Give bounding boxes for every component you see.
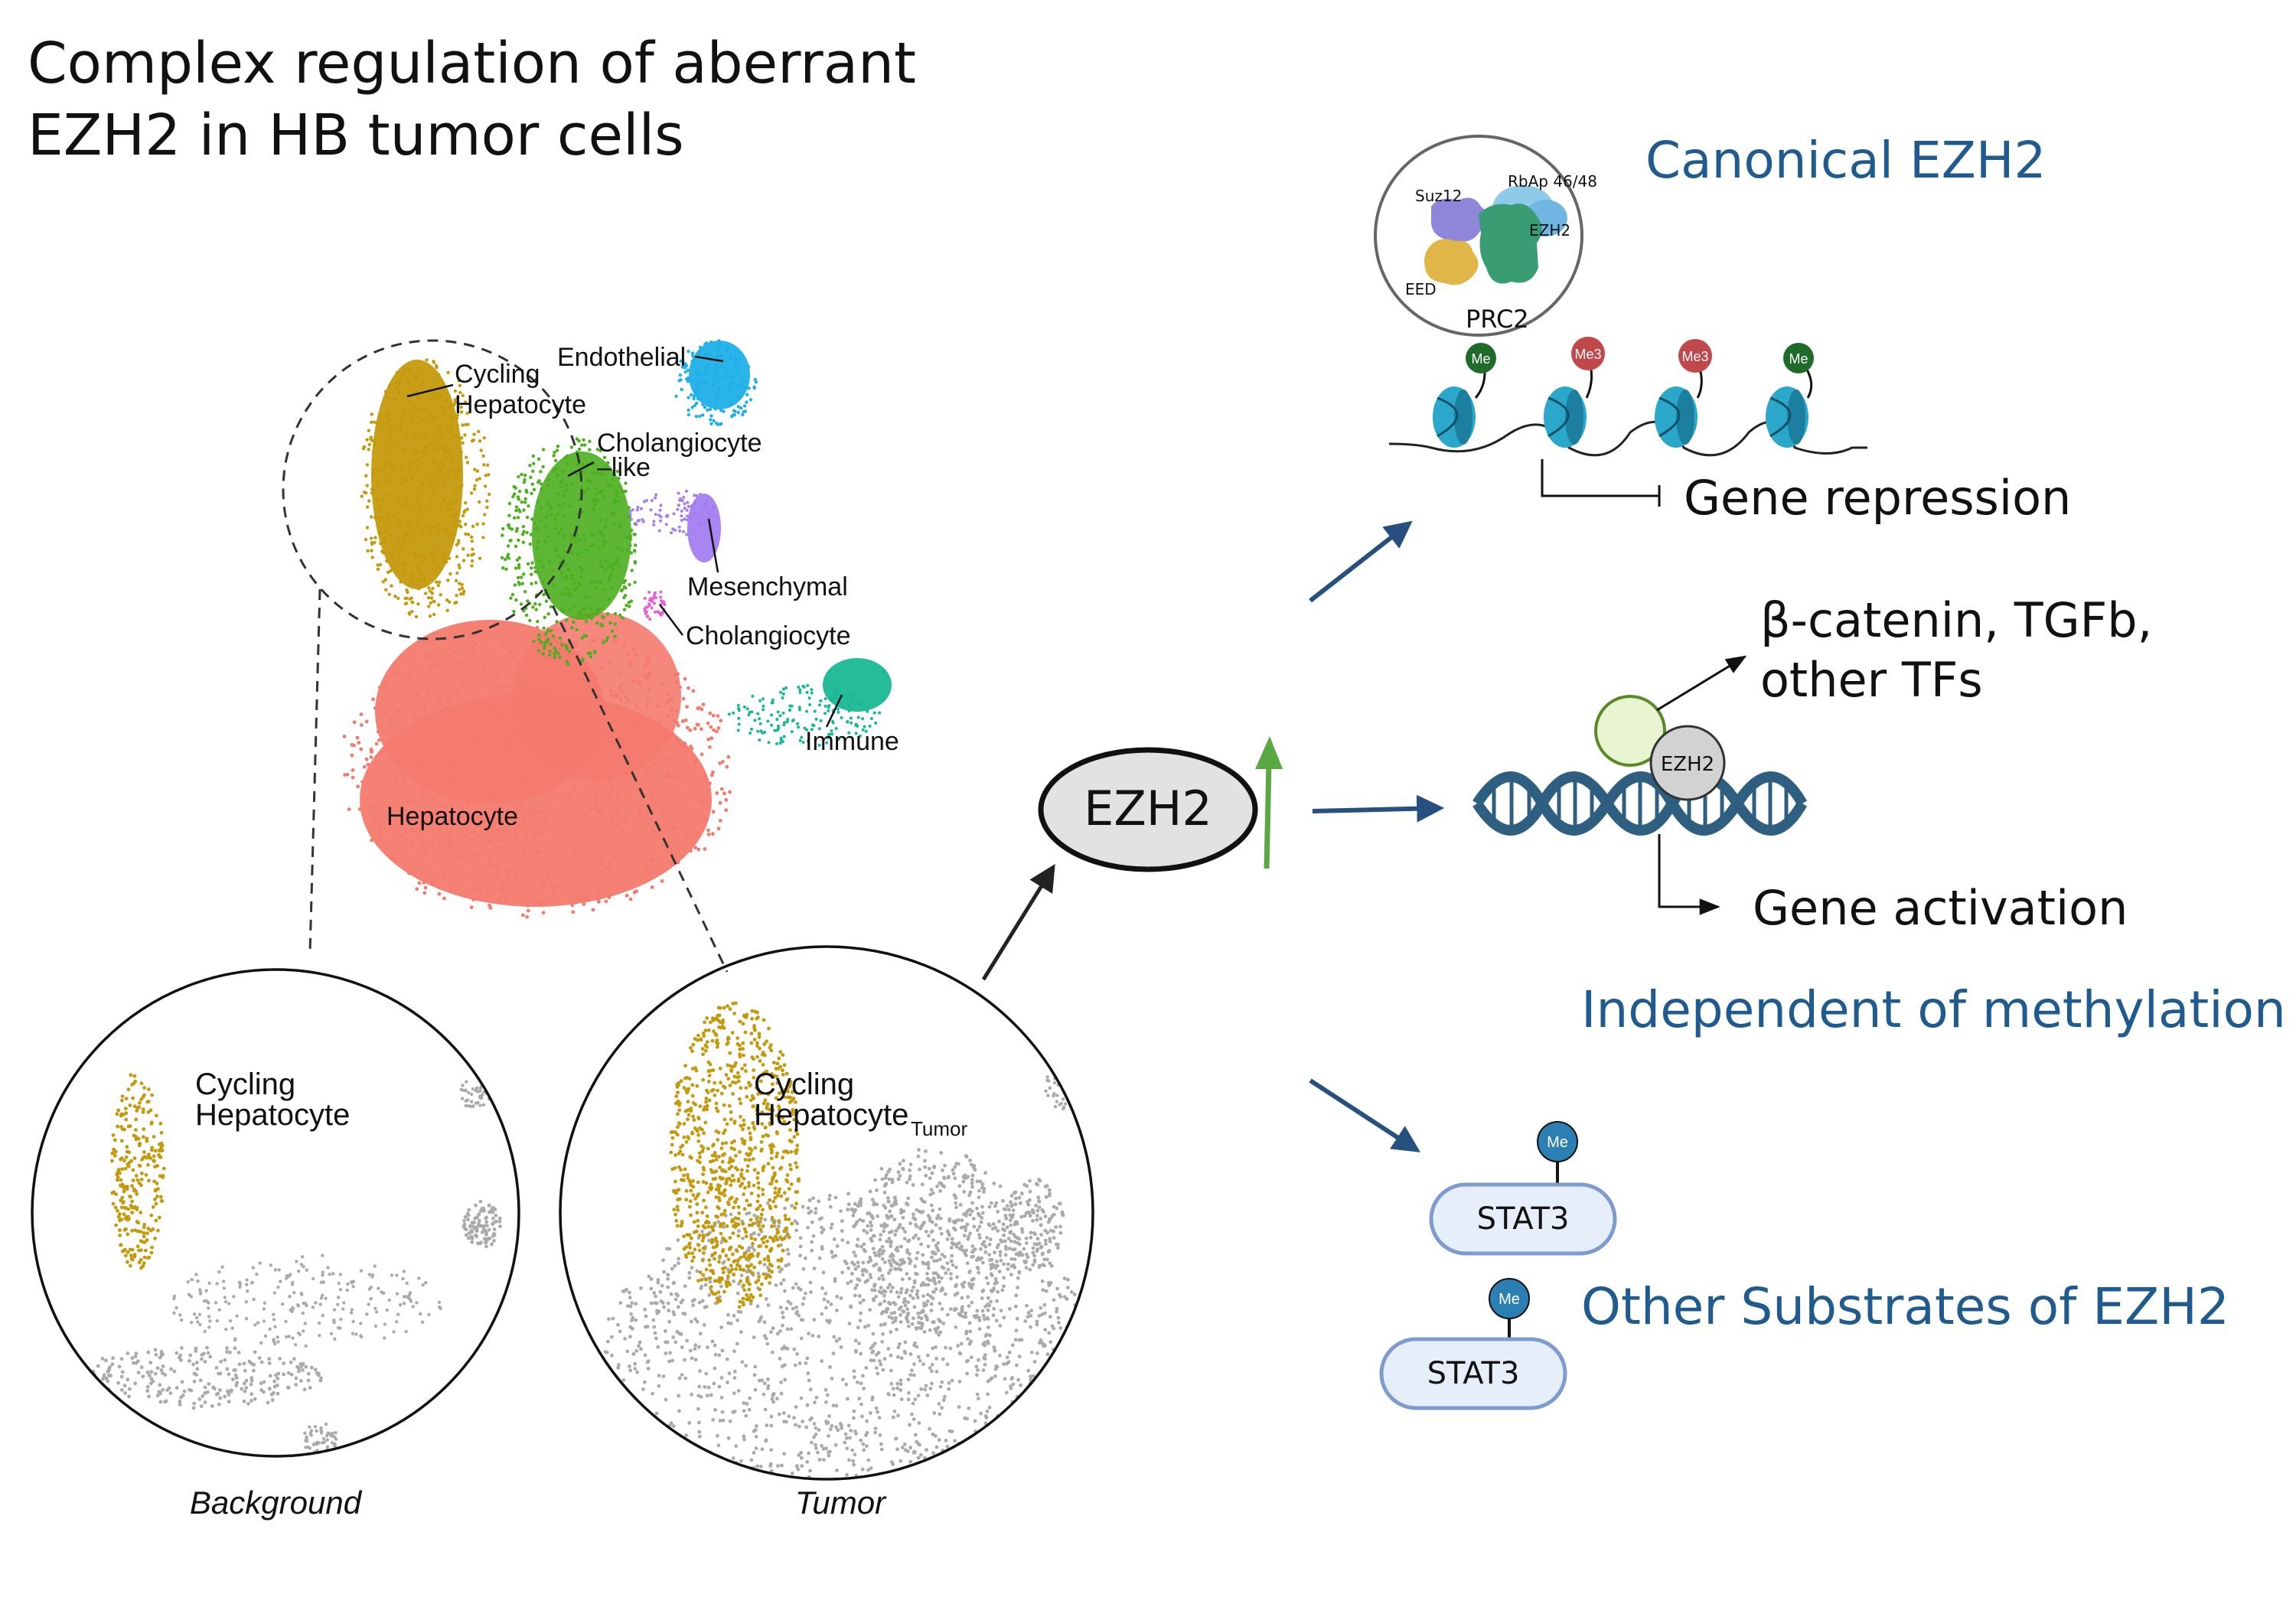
background-caption: Background [190, 1485, 363, 1521]
stat3-label-2: STAT3 [1427, 1356, 1520, 1391]
svg-text:–like: –like [597, 453, 651, 482]
gene-activation-indicator: Gene activation [1658, 834, 2128, 936]
stat3-mark-2: Me [1499, 1291, 1520, 1308]
ezh2-bound-protein: EZH2 [1649, 725, 1726, 801]
zoom-background-panel: Cycling Hepatocyte Background [31, 968, 520, 1521]
zoom-guide-right [543, 588, 729, 973]
cluster-label-endothelial: Endothelial [557, 343, 724, 372]
arrow-to-canonical [1309, 520, 1413, 603]
upregulation-arrow [1255, 736, 1283, 869]
mark-3 [1678, 339, 1712, 373]
substrates-panel: Me STAT3 Me STAT3 Other Substrates of EZ… [1379, 1121, 2229, 1410]
title-line-1: Complex regulation of aberrant [28, 31, 916, 96]
gene-repression-indicator: Gene repression [1541, 459, 2071, 526]
stat3-item-1: Me STAT3 [1429, 1121, 1617, 1256]
prc2-subunit-suz12: Suz12 [1415, 187, 1462, 205]
tumor-caption: Tumor [795, 1485, 887, 1521]
gene-activation-label: Gene activation [1753, 880, 2128, 936]
title-line-2: EZH2 in HB tumor cells [28, 103, 684, 168]
cluster-label-immune: Immune [805, 694, 899, 756]
arrow-to-substrates [1309, 1078, 1421, 1152]
tumor-cluster-label-1: Cycling [754, 1068, 854, 1101]
independent-heading: Independent of methylation [1581, 980, 2286, 1039]
tf-arrow [1656, 655, 1747, 712]
svg-text:Immune: Immune [805, 727, 899, 756]
background-cluster-label-1: Cycling [195, 1068, 295, 1101]
umap-plot: Cycling Hepatocyte Endothelial Cholangio… [282, 339, 899, 973]
partners-line-1: β-catenin, TGFb, [1760, 592, 2152, 648]
chromatin-fiber: Me Me3 Me3 Me [1388, 337, 1867, 457]
tumor-cluster-subscript: Tumor [911, 1117, 967, 1140]
independent-panel: β-catenin, TGFb, other TFs EZH2 Ge [1473, 592, 2286, 1039]
svg-text:Cholangiocyte: Cholangiocyte [686, 621, 850, 650]
tumor-to-ezh2-arrow [981, 864, 1055, 981]
cluster-label-mesenchymal: Mesenchymal [687, 518, 848, 601]
canonical-heading: Canonical EZH2 [1645, 131, 2047, 190]
mark-2 [1571, 337, 1605, 370]
gene-repression-label: Gene repression [1684, 470, 2071, 526]
prc2-subunit-rbap: RbAp 46/48 [1508, 172, 1597, 191]
nucleosome-1 [1433, 386, 1476, 448]
substrates-heading: Other Substrates of EZH2 [1581, 1277, 2229, 1336]
mark-1 [1466, 343, 1496, 373]
nucleosome-3 [1655, 386, 1698, 448]
stat3-item-2: Me STAT3 [1379, 1278, 1567, 1410]
cluster-label-hepatocyte: Hepatocyte [386, 802, 518, 831]
prc2-label: PRC2 [1466, 305, 1529, 334]
figure-title: Complex regulation of aberrant EZH2 in H… [28, 28, 916, 171]
nucleosome-2 [1544, 386, 1587, 448]
stat3-mark-1: Me [1547, 1134, 1568, 1151]
ezh2-node-label: EZH2 [1084, 781, 1212, 836]
canonical-panel: Canonical EZH2 Suz12 RbAp 46/48 EZH2 EED… [1374, 131, 2071, 526]
zoom-tumor-panel: Cycling Hepatocyte Tumor Tumor [559, 945, 1094, 1521]
nucleosome-4 [1766, 386, 1808, 448]
background-cell-points [83, 1073, 502, 1455]
umap-cell-points [342, 339, 892, 919]
prc2-complex: Suz12 RbAp 46/48 EZH2 EED PRC2 [1374, 135, 1597, 337]
arrow-to-independent [1312, 794, 1445, 823]
ezh2-node: EZH2 [1038, 747, 1258, 872]
cluster-label-cholangiocyte: Cholangiocyte [659, 604, 850, 650]
transcription-factor-circle [1594, 695, 1666, 767]
prc2-subunit-ezh2: EZH2 [1529, 221, 1570, 240]
svg-text:Mesenchymal: Mesenchymal [687, 572, 848, 601]
svg-text:Cholangiocyte: Cholangiocyte [597, 429, 762, 458]
partners-line-2: other TFs [1760, 652, 1983, 708]
background-circle [31, 968, 520, 1458]
stat3-label-1: STAT3 [1477, 1201, 1570, 1237]
cluster-label-cycling-hepatocyte: Cycling Hepatocyte [406, 360, 586, 419]
svg-text:Hepatocyte: Hepatocyte [455, 390, 586, 419]
cluster-label-cholangiocyte-like: Cholangiocyte –like [567, 429, 762, 482]
zoom-guide-left [308, 588, 321, 953]
background-cluster-label-2: Hepatocyte [195, 1098, 350, 1132]
prc2-subunit-eed: EED [1405, 280, 1437, 298]
tumor-cluster-label-2: Hepatocyte [754, 1098, 908, 1132]
tumor-circle [559, 945, 1094, 1481]
svg-text:Endothelial: Endothelial [557, 343, 686, 372]
dna-helix [1473, 771, 1808, 836]
zoom-region-circle [282, 339, 583, 641]
mark-4 [1783, 343, 1814, 373]
svg-text:Cycling: Cycling [455, 360, 540, 389]
